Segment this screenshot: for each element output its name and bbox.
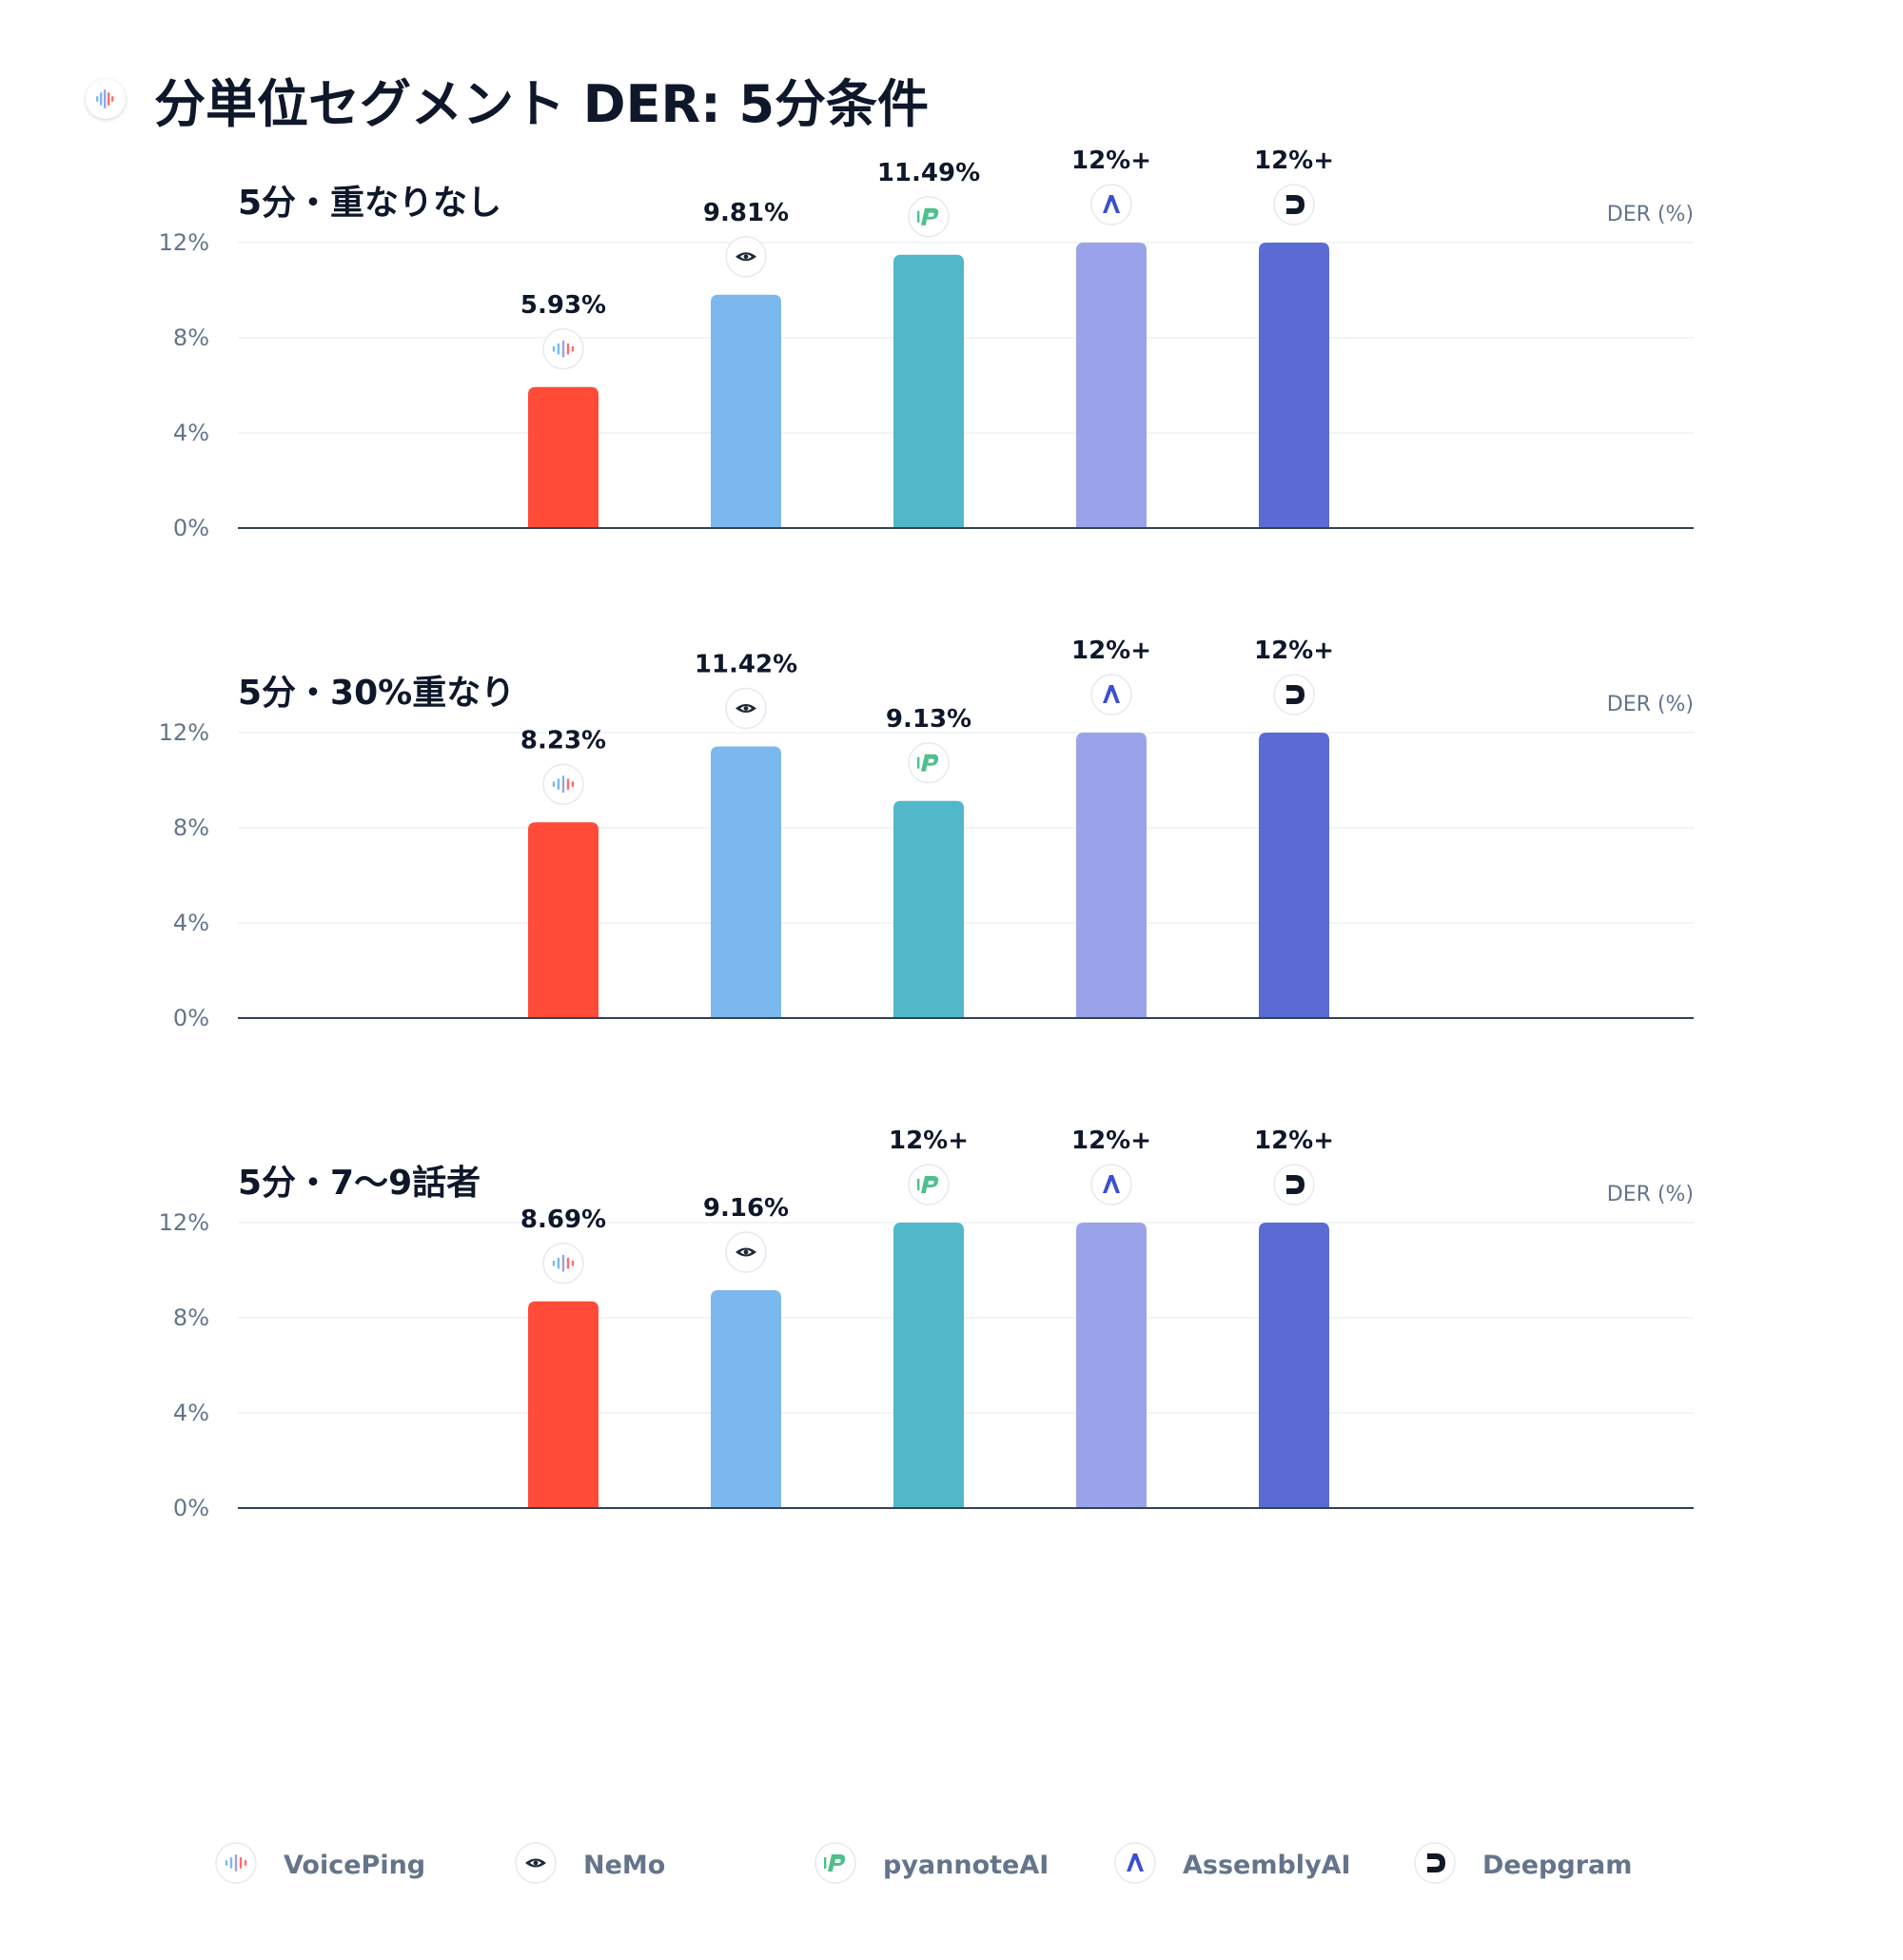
bar-pyannoteai: [893, 254, 964, 528]
legend-item-nemo: NeMo: [515, 1842, 665, 1884]
bar-nemo: [711, 746, 781, 1018]
data-label: 12%+: [1254, 147, 1334, 175]
y-axis-label: DER (%): [1607, 693, 1694, 716]
data-label: 12%+: [1071, 1127, 1151, 1155]
chart-title: 5分・重なりなし: [238, 184, 501, 223]
data-label: 11.42%: [695, 651, 797, 679]
data-label: 12%+: [1071, 637, 1151, 665]
bar-deepgram: [1259, 733, 1329, 1018]
data-label: 12%+: [1254, 637, 1334, 665]
legend-label: pyannoteAI: [883, 1851, 1049, 1880]
pyannoteai-icon: [908, 196, 950, 238]
assemblyai-icon: [1090, 184, 1132, 225]
y-tick-label: 4%: [173, 420, 209, 446]
y-tick-label: 4%: [173, 910, 209, 936]
legend-label: VoicePing: [284, 1851, 425, 1880]
deepgram-icon: [1273, 1164, 1315, 1205]
bar-nemo: [711, 1290, 781, 1508]
chart-title: 5分・7〜9話者: [238, 1164, 481, 1203]
page-title: 分単位セグメント DER: 5分条件: [154, 73, 930, 134]
pyannoteai-icon: [908, 742, 950, 784]
data-label: 8.69%: [520, 1205, 606, 1234]
y-tick-label: 12%: [159, 719, 209, 746]
legend-item-pyannoteai: pyannoteAI: [814, 1842, 1049, 1884]
chart-panel-2: 5分・30%重なり DER (%) 0% 4% 8% 12% 8.23% 11.42% 9.13…: [159, 637, 1694, 1031]
deepgram-icon: [1273, 184, 1315, 225]
data-label: 12%+: [889, 1127, 969, 1155]
nemo-icon: [725, 236, 767, 278]
deepgram-icon: [1414, 1842, 1456, 1884]
pyannoteai-icon: [908, 1164, 950, 1205]
page-header: 分単位セグメント DER: 5分条件: [86, 61, 929, 137]
bar-deepgram: [1259, 1223, 1329, 1508]
bar-assemblyai: [1076, 1223, 1147, 1508]
assemblyai-icon: [1090, 674, 1132, 715]
legend-label: AssemblyAI: [1183, 1851, 1351, 1880]
chart-panel-1: 5分・重なりなし DER (%) 0% 4% 8% 12% 5.93% 9.81% 11.49%…: [159, 147, 1694, 541]
voiceping-icon: [542, 328, 584, 370]
y-tick-label: 12%: [159, 1209, 209, 1236]
nemo-icon: [725, 687, 767, 730]
y-tick-label: 0%: [173, 1495, 209, 1521]
nemo-icon: [725, 1231, 767, 1273]
bar-deepgram: [1259, 243, 1329, 528]
assemblyai-icon: [1114, 1842, 1156, 1884]
bar-pyannoteai: [893, 1223, 964, 1508]
data-label: 9.16%: [703, 1194, 789, 1223]
bar-assemblyai: [1076, 733, 1147, 1018]
legend-item-voiceping: VoicePing: [215, 1842, 425, 1884]
voiceping-icon: [542, 1243, 584, 1284]
data-label: 9.81%: [703, 199, 789, 227]
bar-pyannoteai: [893, 800, 964, 1018]
voiceping-icon: [542, 763, 584, 805]
chart-title: 5分・30%重なり: [238, 674, 515, 713]
bar-voiceping: [528, 1301, 598, 1508]
data-label: 11.49%: [877, 159, 980, 187]
data-label: 5.93%: [520, 291, 606, 320]
data-label: 8.23%: [520, 726, 606, 755]
y-axis-label: DER (%): [1607, 1183, 1694, 1206]
legend-label: NeMo: [583, 1851, 665, 1880]
assemblyai-icon: [1090, 1164, 1132, 1205]
y-axis-label: DER (%): [1607, 203, 1694, 226]
bar-voiceping: [528, 386, 598, 528]
legend-item-assemblyai: AssemblyAI: [1114, 1842, 1351, 1884]
data-label: 9.13%: [886, 705, 971, 734]
pyannoteai-icon: [814, 1842, 856, 1884]
bar-nemo: [711, 294, 781, 528]
y-tick-label: 8%: [173, 1304, 209, 1331]
y-tick-label: 4%: [173, 1400, 209, 1426]
chart-panel-3: 5分・7〜9話者 DER (%) 0% 4% 8% 12% 8.69% 9.16% 12%+ 12…: [159, 1127, 1694, 1521]
bar-voiceping: [528, 822, 598, 1018]
deepgram-icon: [1273, 674, 1315, 715]
voiceping-icon: [215, 1842, 257, 1884]
y-tick-label: 0%: [173, 1005, 209, 1031]
legend-label: Deepgram: [1482, 1851, 1632, 1880]
y-tick-label: 8%: [173, 814, 209, 841]
data-label: 12%+: [1254, 1127, 1334, 1155]
bar-assemblyai: [1076, 243, 1147, 528]
legend: VoicePing NeMo pyannoteAI AssemblyAI Deepgra…: [215, 1842, 1632, 1884]
y-tick-label: 8%: [173, 324, 209, 351]
y-tick-label: 0%: [173, 515, 209, 541]
y-tick-label: 12%: [159, 229, 209, 256]
legend-item-deepgram: Deepgram: [1414, 1842, 1632, 1884]
data-label: 12%+: [1071, 147, 1151, 175]
voiceping-icon: [86, 79, 126, 119]
nemo-icon: [515, 1842, 557, 1884]
